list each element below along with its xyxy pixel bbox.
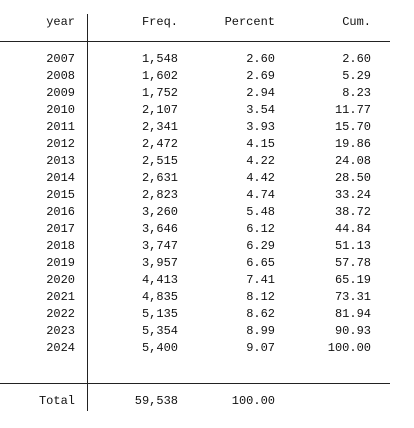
- cell: 11.77: [335, 103, 371, 117]
- cell: 57.78: [335, 256, 371, 270]
- cell: 5,400: [142, 341, 178, 355]
- cell: 5,135: [142, 307, 178, 321]
- cell: 38.72: [335, 205, 371, 219]
- row-label: 2021: [46, 290, 75, 304]
- cell: 3.93: [246, 120, 275, 134]
- cell: 2,631: [142, 171, 178, 185]
- cell: 3,646: [142, 222, 178, 236]
- cell: 2.60: [246, 52, 275, 66]
- total-label: Total: [39, 394, 75, 408]
- cell: 2,515: [142, 154, 178, 168]
- cell: 3,260: [142, 205, 178, 219]
- cell: 2.69: [246, 69, 275, 83]
- cell: 8.23: [342, 86, 371, 100]
- row-label: 2008: [46, 69, 75, 83]
- cell: 3,747: [142, 239, 178, 253]
- row-label: 2016: [46, 205, 75, 219]
- cell: 2,472: [142, 137, 178, 151]
- row-label: 2009: [46, 86, 75, 100]
- cell: 2,107: [142, 103, 178, 117]
- cell: 24.08: [335, 154, 371, 168]
- cell: 81.94: [335, 307, 371, 321]
- cell: 65.19: [335, 273, 371, 287]
- row-label: 2007: [46, 52, 75, 66]
- cell: 2,823: [142, 188, 178, 202]
- cell: 19.86: [335, 137, 371, 151]
- row-label: 2019: [46, 256, 75, 270]
- header-cell: year: [46, 15, 75, 29]
- cell: 51.13: [335, 239, 371, 253]
- cell: 90.93: [335, 324, 371, 338]
- cell: 1,548: [142, 52, 178, 66]
- cell: 73.31: [335, 290, 371, 304]
- cell: 1,602: [142, 69, 178, 83]
- cell: 6.65: [246, 256, 275, 270]
- cell: 8.62: [246, 307, 275, 321]
- cell: 100.00: [328, 341, 371, 355]
- cell: 4.74: [246, 188, 275, 202]
- header-cell: Freq.: [142, 15, 178, 29]
- row-label: 2013: [46, 154, 75, 168]
- cell: 4,413: [142, 273, 178, 287]
- cell: 33.24: [335, 188, 371, 202]
- row-label: 2015: [46, 188, 75, 202]
- cell: 1,752: [142, 86, 178, 100]
- row-label: 2014: [46, 171, 75, 185]
- row-label: 2024: [46, 341, 75, 355]
- cell: 2.60: [342, 52, 371, 66]
- cell: 7.41: [246, 273, 275, 287]
- cell: 8.12: [246, 290, 275, 304]
- cell: 8.99: [246, 324, 275, 338]
- cell: 28.50: [335, 171, 371, 185]
- cell: 4.22: [246, 154, 275, 168]
- cell: 2,341: [142, 120, 178, 134]
- cell: 5.29: [342, 69, 371, 83]
- cell: 44.84: [335, 222, 371, 236]
- total-cell: 100.00: [232, 394, 275, 408]
- cell: 5.48: [246, 205, 275, 219]
- row-label: 2010: [46, 103, 75, 117]
- row-label: 2012: [46, 137, 75, 151]
- cell: 5,354: [142, 324, 178, 338]
- row-label: 2023: [46, 324, 75, 338]
- cell: 4.15: [246, 137, 275, 151]
- header-cell: Percent: [225, 15, 275, 29]
- cell: 6.29: [246, 239, 275, 253]
- cell: 3.54: [246, 103, 275, 117]
- cell: 3,957: [142, 256, 178, 270]
- header-cell: Cum.: [342, 15, 371, 29]
- cell: 6.12: [246, 222, 275, 236]
- total-cell: 59,538: [135, 394, 178, 408]
- cell: 9.07: [246, 341, 275, 355]
- row-label: 2017: [46, 222, 75, 236]
- row-label: 2018: [46, 239, 75, 253]
- row-label: 2020: [46, 273, 75, 287]
- cell: 2.94: [246, 86, 275, 100]
- row-label: 2022: [46, 307, 75, 321]
- cell: 4,835: [142, 290, 178, 304]
- row-label: 2011: [46, 120, 75, 134]
- cell: 4.42: [246, 171, 275, 185]
- cell: 15.70: [335, 120, 371, 134]
